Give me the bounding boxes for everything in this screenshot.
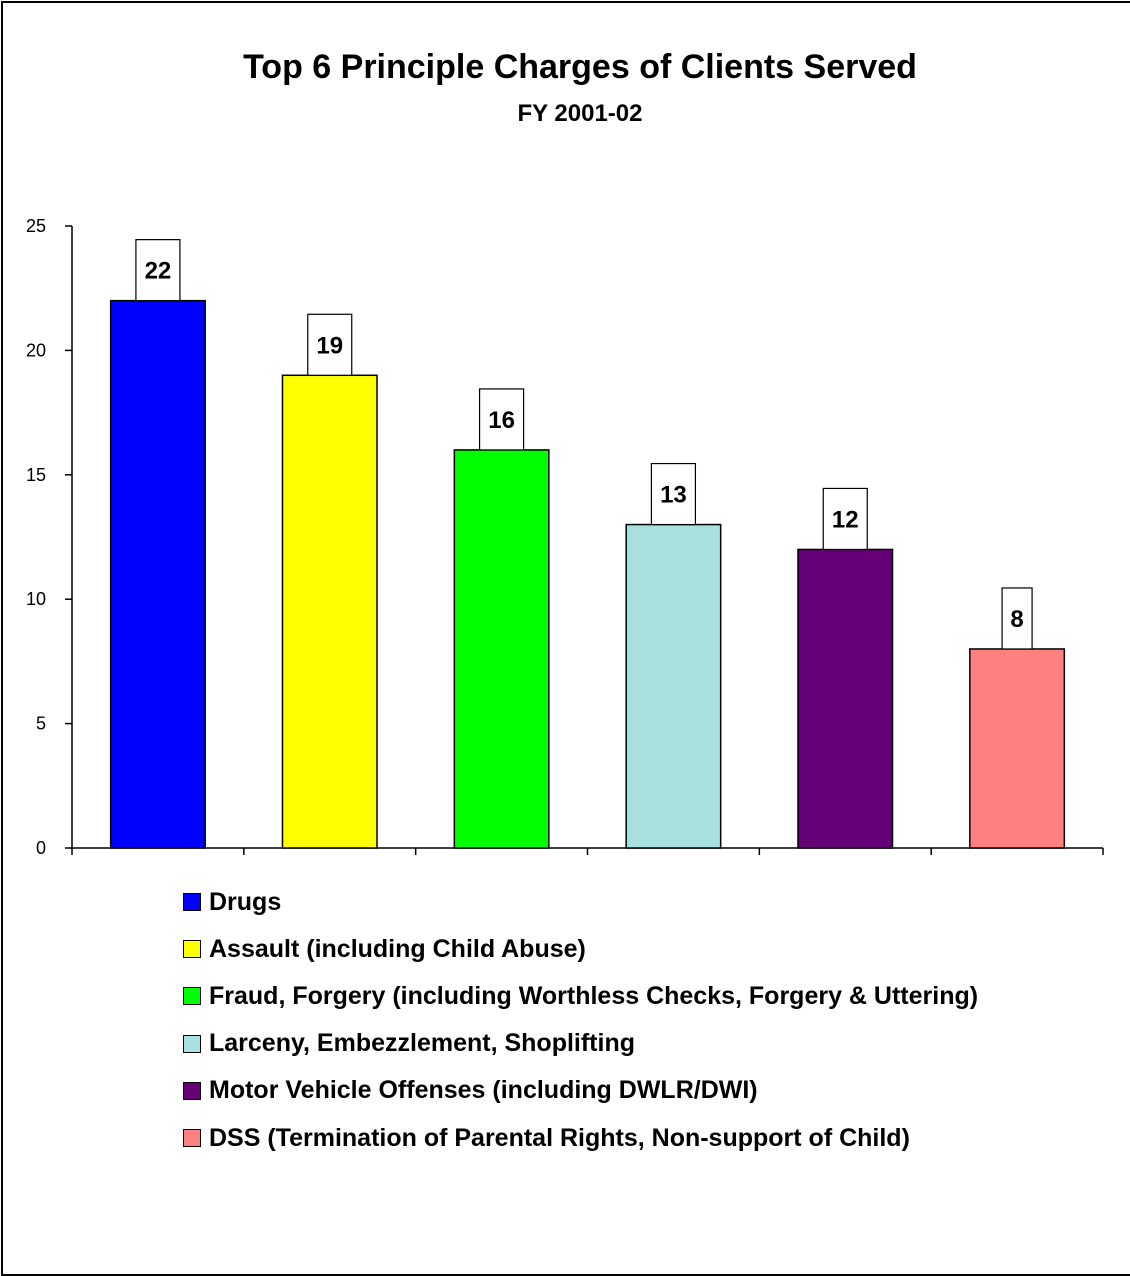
y-tick-label: 25 — [26, 216, 46, 236]
data-label: 19 — [316, 332, 343, 359]
legend-item: Motor Vehicle Offenses (including DWLR/D… — [183, 1071, 758, 1111]
data-label-box — [650, 462, 697, 526]
legend-swatch — [183, 987, 201, 1006]
data-label: 16 — [488, 407, 515, 434]
legend-item: DSS (Termination of Parental Rights, Non… — [183, 1118, 910, 1158]
data-label-box — [1001, 587, 1033, 650]
bar — [109, 299, 206, 849]
bar — [797, 548, 894, 849]
data-label: 8 — [1010, 606, 1023, 633]
data-label: 12 — [832, 506, 859, 533]
chart-title: Top 6 Principle Charges of Clients Serve… — [243, 48, 917, 86]
legend-item: Larceny, Embezzlement, Shoplifting — [183, 1024, 635, 1064]
legend-swatch — [183, 940, 201, 959]
legend-swatch — [183, 893, 201, 911]
data-label-box — [822, 487, 868, 551]
legend-label: Fraud, Forgery (including Worthless Chec… — [209, 981, 979, 1010]
legend-label: Larceny, Embezzlement, Shoplifting — [209, 1029, 635, 1058]
y-tick-label: 0 — [36, 838, 46, 858]
legend-item: Assault (including Child Abuse) — [183, 929, 586, 969]
legend-item: Fraud, Forgery (including Worthless Chec… — [183, 976, 978, 1016]
chart-subtitle: FY 2001-02 — [517, 100, 643, 127]
y-tick-label: 10 — [26, 589, 46, 609]
bar — [281, 374, 378, 849]
legend-item: Drugs — [183, 882, 281, 922]
data-label-box — [307, 313, 353, 376]
legend-swatch — [183, 1034, 201, 1053]
legend-swatch — [183, 1129, 201, 1147]
y-tick-label: 15 — [26, 465, 46, 485]
bar — [453, 449, 550, 849]
legend-label: DSS (Termination of Parental Rights, Non… — [209, 1123, 910, 1152]
data-label: 22 — [145, 258, 172, 285]
data-label-box — [478, 388, 525, 451]
legend-swatch — [183, 1081, 201, 1100]
legend-label: Motor Vehicle Offenses (including DWLR/D… — [209, 1076, 758, 1105]
data-label-box — [135, 239, 181, 302]
bar — [969, 648, 1066, 849]
y-tick-label: 20 — [26, 340, 46, 360]
bar — [625, 523, 722, 849]
y-tick-label: 5 — [36, 714, 46, 734]
bar-chart: 0 5 10 15 20 25 22 19 16 13 12 8 — [26, 216, 1104, 858]
legend-label: Assault (including Child Abuse) — [209, 934, 586, 963]
data-label: 13 — [660, 482, 687, 509]
legend-label: Drugs — [209, 887, 282, 916]
